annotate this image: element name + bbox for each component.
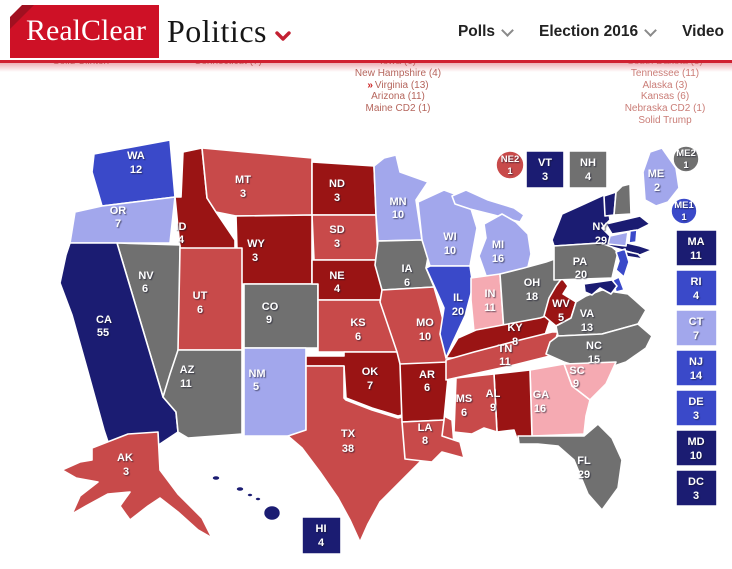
state-ma[interactable] — [605, 215, 651, 235]
state-ri[interactable] — [628, 229, 638, 244]
state-box-de[interactable] — [675, 389, 718, 427]
logo-chevron-down-icon[interactable] — [275, 31, 291, 42]
state-nh[interactable] — [613, 183, 632, 216]
state-ak[interactable] — [61, 431, 213, 539]
state-box-dc[interactable] — [675, 469, 718, 507]
state-box-vt[interactable] — [525, 150, 565, 189]
state-ms[interactable] — [453, 373, 498, 435]
list-item-label: Nebraska CD2 (1) — [624, 103, 706, 115]
list-item-label: Tennessee (11) — [630, 67, 700, 79]
list-item-label: Alaska (3) — [642, 79, 688, 91]
nav-label: Polls — [457, 23, 495, 40]
list-item[interactable]: Nebraska CD2 (1) — [600, 103, 730, 115]
state-az[interactable] — [162, 349, 243, 439]
state-or[interactable] — [69, 196, 176, 244]
logo-realclear-box: RealClear — [10, 5, 159, 58]
district-circle-me1[interactable] — [670, 197, 698, 225]
state-hi-island[interactable] — [262, 504, 282, 522]
state-tx[interactable] — [287, 365, 455, 543]
state-nc[interactable] — [545, 323, 653, 373]
column-footer[interactable]: Solid Trump — [600, 115, 730, 127]
nav-item-polls[interactable]: Polls — [457, 23, 514, 41]
list-item-label: Virginia (13) — [374, 79, 429, 91]
nav-item-election-2016[interactable]: Election 2016 — [539, 23, 657, 41]
state-box-nj[interactable] — [675, 349, 718, 387]
active-item-marker: » — [367, 79, 373, 91]
nav-label: Video — [682, 23, 724, 40]
main-nav: Polls Election 2016 Video — [458, 23, 724, 41]
logo-secondary-text: Politics — [166, 13, 267, 49]
state-hi-island[interactable] — [211, 474, 221, 482]
state-box-hi[interactable] — [301, 516, 342, 555]
state-nd[interactable] — [311, 161, 377, 216]
state-nj[interactable] — [615, 248, 630, 278]
list-item[interactable]: Kansas (6) — [600, 91, 730, 103]
list-item-label: Arizona (11) — [371, 91, 425, 103]
state-pa[interactable] — [553, 242, 619, 281]
state-sd[interactable] — [311, 214, 379, 261]
list-item-label: New Hampshire (4) — [354, 67, 442, 79]
chevron-down-icon — [644, 23, 657, 37]
state-hi-island[interactable] — [235, 485, 245, 493]
logo-primary-text: RealClear — [26, 14, 146, 47]
state-ct[interactable] — [607, 231, 629, 247]
state-box-ct[interactable] — [675, 309, 718, 347]
state-box-ma[interactable] — [675, 229, 718, 267]
district-circle-ne2[interactable] — [495, 150, 525, 180]
state-wi[interactable] — [417, 189, 478, 267]
district-circle-me2[interactable] — [672, 145, 700, 173]
column-footer-label: Solid Trump — [638, 114, 692, 126]
state-al[interactable] — [493, 369, 533, 443]
state-md[interactable] — [583, 279, 618, 296]
list-item[interactable]: Maine CD2 (1) — [333, 103, 463, 115]
state-hi-island[interactable] — [254, 496, 262, 502]
state-co[interactable] — [243, 283, 319, 349]
state-wa[interactable] — [91, 139, 176, 207]
site-logo[interactable]: RealClear Politics — [10, 5, 291, 58]
state-nm[interactable] — [243, 347, 307, 437]
state-ut[interactable] — [177, 247, 243, 351]
list-item[interactable]: » Virginia (13) — [333, 80, 463, 92]
nav-item-video[interactable]: Video — [682, 23, 724, 41]
tossup-column: Iowa (6) New Hampshire (4) »Virginia (13… — [333, 56, 463, 115]
state-hi-island[interactable] — [246, 492, 254, 498]
state-box-md[interactable] — [675, 429, 718, 467]
state-ar[interactable] — [399, 361, 449, 423]
list-item-label: Kansas (6) — [640, 91, 690, 103]
nav-label: Election 2016 — [539, 23, 639, 40]
list-item[interactable]: New Hampshire (4) — [333, 68, 463, 80]
list-item[interactable]: Alaska (3) — [600, 80, 730, 92]
state-wy[interactable] — [235, 214, 313, 285]
state-mn[interactable] — [373, 154, 429, 242]
list-item[interactable]: Arizona (11) — [333, 91, 463, 103]
state-box-nh[interactable] — [568, 150, 608, 189]
chevron-down-icon — [501, 23, 514, 37]
state-la[interactable] — [401, 419, 465, 463]
state-box-ri[interactable] — [675, 269, 718, 307]
state-fl[interactable] — [517, 423, 623, 511]
state-mt[interactable] — [201, 147, 313, 217]
list-item[interactable]: Tennessee (11) — [600, 68, 730, 80]
state-mi-upper-peninsula[interactable] — [451, 189, 525, 223]
list-item-label: Maine CD2 (1) — [365, 103, 431, 115]
likely-trump-column: South Dakota (3) Tennessee (11) Alaska (… — [600, 56, 730, 127]
